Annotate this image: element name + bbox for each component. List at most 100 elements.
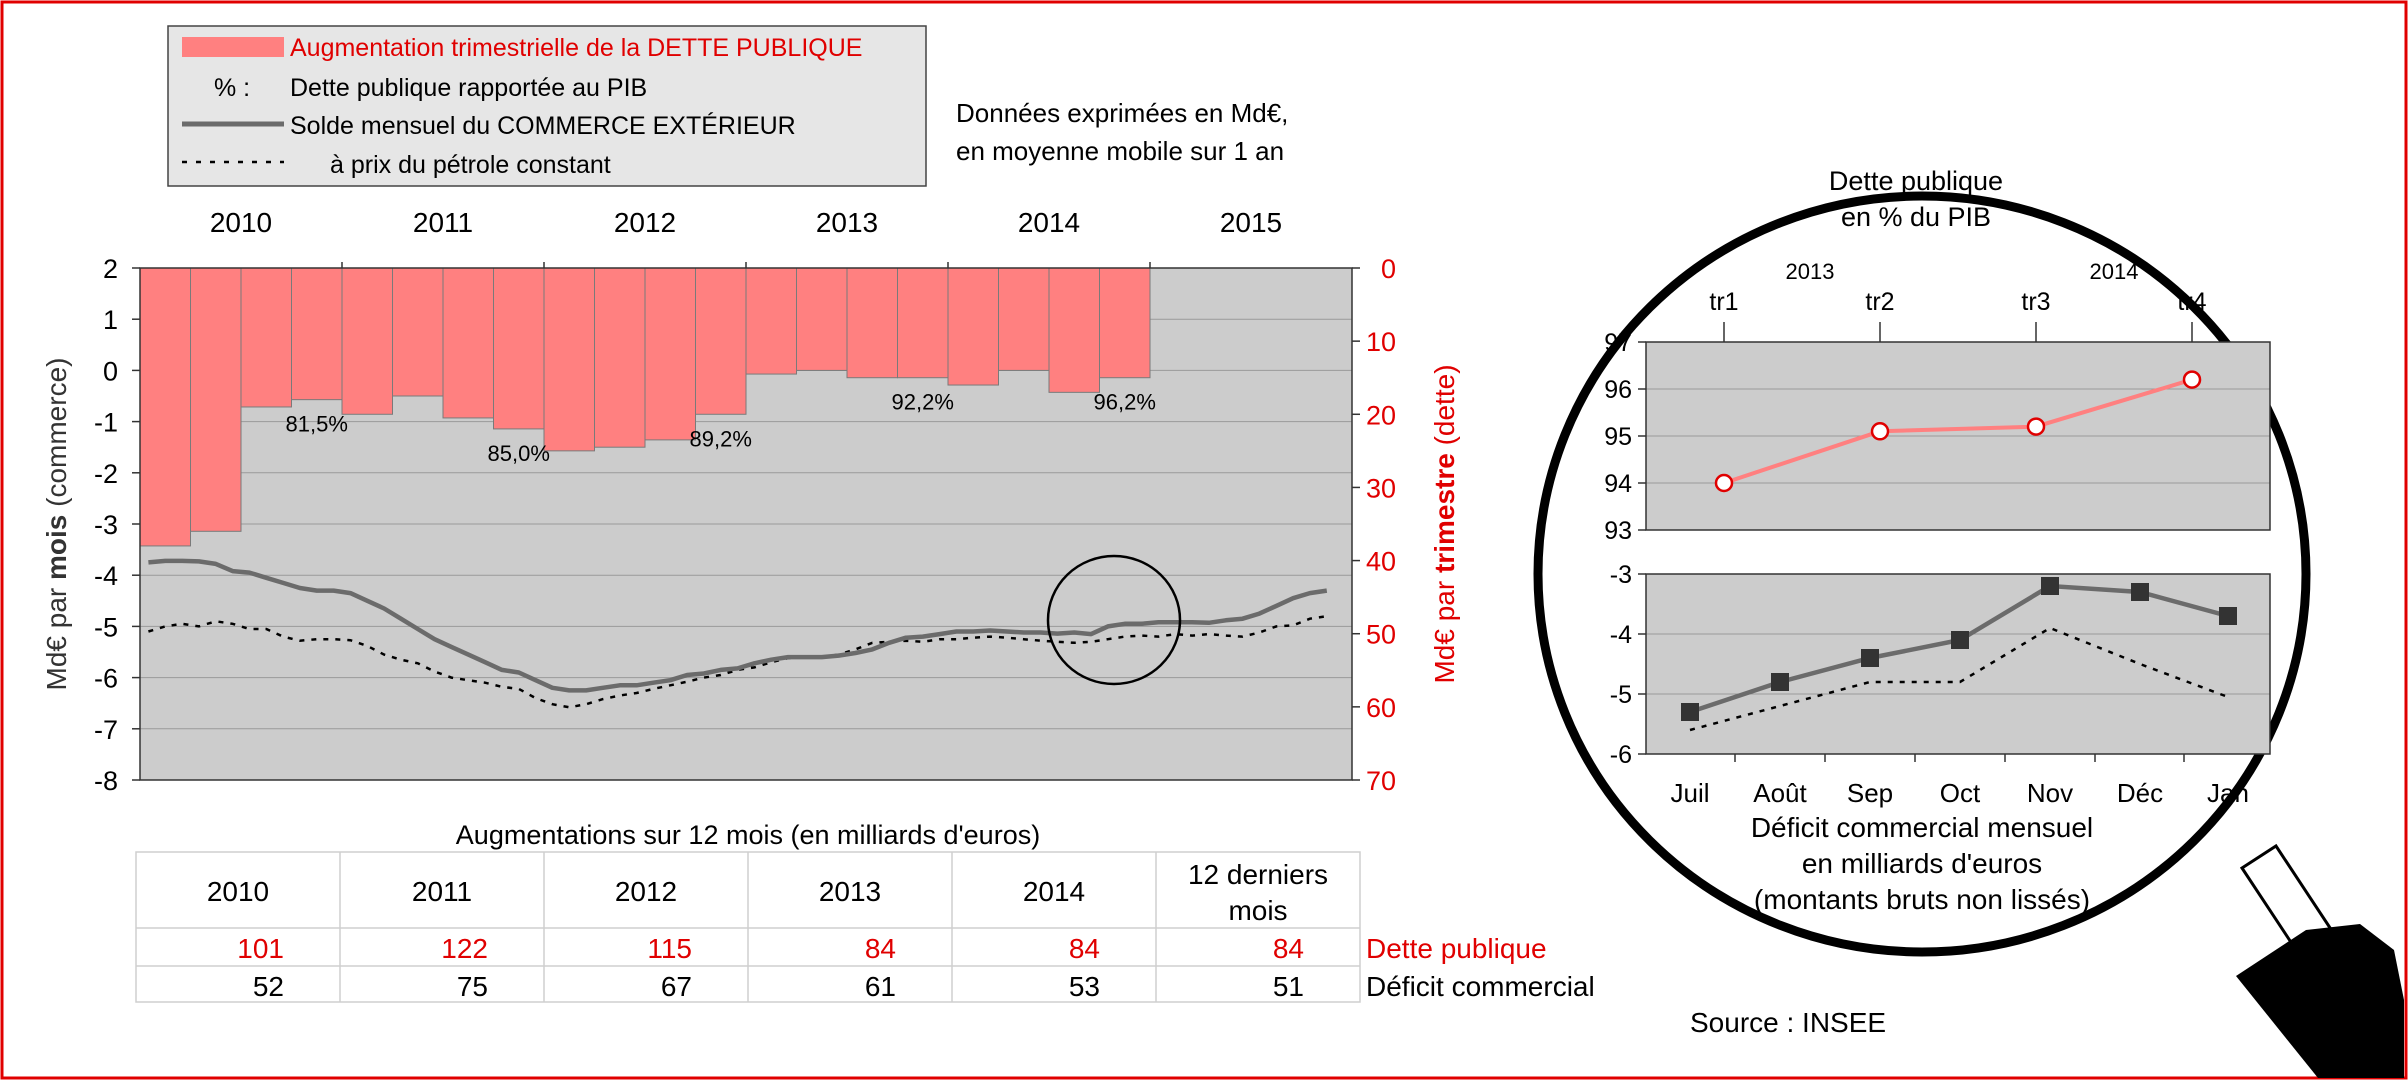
main-chart: 81,5%85,0%89,2%92,2% 96,2% 210-1-2-3-4-5-… xyxy=(94,207,1396,796)
right-tick-label: 50 xyxy=(1366,620,1396,650)
inset-debt-tick-label: 95 xyxy=(1604,423,1632,451)
summary-table: Augmentations sur 12 mois (en milliards … xyxy=(136,820,1595,1002)
legend-pct-symbol: % : xyxy=(214,74,250,102)
inset-trade-caption-line3: (montants bruts non lissés) xyxy=(1754,884,2090,915)
inset-debt-category: tr3 xyxy=(2021,288,2050,316)
inset-trade-point xyxy=(2041,577,2059,595)
table-header-2012: 2012 xyxy=(615,876,677,907)
inset-trade-point xyxy=(1951,631,1969,649)
debt-bar xyxy=(999,268,1050,370)
inset-debt-category: tr4 xyxy=(2177,288,2206,316)
table-trade-2010: 52 xyxy=(253,971,284,1002)
legend-trade-label: Solde mensuel du COMMERCE EXTÉRIEUR xyxy=(290,111,796,140)
year-label: 2012 xyxy=(614,207,676,238)
note-line-1: Données exprimées en Md€, xyxy=(956,98,1288,128)
inset-trade-point xyxy=(1771,673,1789,691)
inset-trade-point xyxy=(2131,583,2149,601)
legend-oil-label: à prix du pétrole constant xyxy=(330,151,611,179)
table-header-2013: 2013 xyxy=(819,876,881,907)
table-debt-last-12: 84 xyxy=(1273,933,1304,964)
left-tick-label: -1 xyxy=(94,408,118,438)
debt-pct-label: 89,2% xyxy=(690,426,752,451)
inset-debt-title-line1: Dette publique xyxy=(1829,166,2003,196)
inset-trade-caption-line1: Déficit commercial mensuel xyxy=(1751,812,2093,843)
debt-bar xyxy=(191,268,242,531)
inset-debt-point xyxy=(1872,423,1888,439)
note-line-2: en moyenne mobile sur 1 an xyxy=(956,136,1284,166)
debt-bar xyxy=(797,268,848,370)
inset-trade-category: Août xyxy=(1753,778,1807,808)
table-debt-2014: 84 xyxy=(1069,933,1100,964)
right-tick-label: 70 xyxy=(1366,766,1396,796)
year-label: 2011 xyxy=(413,207,473,238)
source-note: Source : INSEE xyxy=(1690,1007,1886,1038)
inset-debt-chart: Dette publique en % du PIB 2013 2014 tr1… xyxy=(1604,166,2270,545)
inset-trade-category: Sep xyxy=(1847,778,1893,808)
left-tick-label: 2 xyxy=(103,254,118,284)
right-tick-label: 60 xyxy=(1366,693,1396,723)
table-header-2011: 2011 xyxy=(412,876,472,907)
inset-trade-category: Juil xyxy=(1670,778,1709,808)
debt-bar xyxy=(292,268,343,400)
table-debt-2010: 101 xyxy=(237,933,284,964)
debt-bar xyxy=(746,268,797,374)
left-axis-label: Md€ par mois (commerce) xyxy=(41,358,72,691)
inset-trade-point xyxy=(1681,703,1699,721)
inset-debt-point xyxy=(2028,419,2044,435)
inset-debt-category: tr1 xyxy=(1709,288,1738,316)
year-label: 2015 xyxy=(1220,207,1282,238)
debt-bar xyxy=(1049,268,1100,392)
legend: Augmentation trimestrielle de la DETTE P… xyxy=(168,26,926,186)
inset-trade-tick-label: -3 xyxy=(1610,561,1632,589)
left-tick-label: -8 xyxy=(94,766,118,796)
debt-bar xyxy=(393,268,444,396)
legend-debt-swatch xyxy=(182,37,284,57)
figure: Augmentation trimestrielle de la DETTE P… xyxy=(0,0,2408,1080)
table-header-2010: 2010 xyxy=(207,876,269,907)
inset-debt-tick-label: 96 xyxy=(1604,376,1632,404)
right-axis-label: Md€ par trimestre (dette) xyxy=(1429,364,1460,683)
debt-pct-label: 85,0% xyxy=(488,441,550,466)
left-tick-label: -4 xyxy=(94,561,118,591)
table-trade-2013: 61 xyxy=(865,971,896,1002)
inset-debt-point xyxy=(1716,475,1732,491)
table-trade-row-label: Déficit commercial xyxy=(1366,971,1595,1002)
debt-bar xyxy=(696,268,747,414)
inset-year-2014: 2014 xyxy=(2090,259,2139,284)
right-tick-label: 10 xyxy=(1366,327,1396,357)
debt-bar xyxy=(645,268,696,440)
table-trade-2012: 67 xyxy=(661,971,692,1002)
legend-pct-label: Dette publique rapportée au PIB xyxy=(290,74,647,102)
table-trade-2011: 75 xyxy=(457,971,488,1002)
right-tick-label: 0 xyxy=(1381,254,1396,284)
debt-bar xyxy=(595,268,646,447)
debt-bar xyxy=(847,268,898,378)
debt-pct-label: 96,2% xyxy=(1094,390,1156,415)
inset-trade-tick-label: -6 xyxy=(1610,741,1632,769)
inset-trade-category: Déc xyxy=(2117,778,2163,808)
year-label: 2010 xyxy=(210,207,272,238)
year-label: 2013 xyxy=(816,207,878,238)
left-tick-label: 1 xyxy=(103,305,118,335)
inset-debt-tick-label: 97 xyxy=(1604,329,1632,357)
left-tick-label: -7 xyxy=(94,715,118,745)
debt-bar xyxy=(443,268,494,418)
inset-trade-tick-label: -5 xyxy=(1610,681,1632,709)
debt-bar xyxy=(241,268,292,407)
table-title: Augmentations sur 12 mois (en milliards … xyxy=(456,820,1040,850)
inset-trade-point xyxy=(1861,649,1879,667)
inset-year-2013: 2013 xyxy=(1786,259,1835,284)
debt-bar xyxy=(140,268,191,546)
right-tick-label: 40 xyxy=(1366,547,1396,577)
magnifier-handle xyxy=(2236,846,2404,1078)
debt-bar xyxy=(948,268,999,385)
table-debt-2011: 122 xyxy=(441,933,488,964)
debt-bar xyxy=(494,268,545,429)
debt-bar xyxy=(544,268,595,451)
left-tick-label: -6 xyxy=(94,664,118,694)
left-tick-label: -5 xyxy=(94,612,118,642)
table-debt-row-label: Dette publique xyxy=(1366,933,1547,964)
table-grid xyxy=(136,852,1360,1002)
left-tick-label: -2 xyxy=(94,459,118,489)
inset-debt-tick-label: 94 xyxy=(1604,470,1632,498)
